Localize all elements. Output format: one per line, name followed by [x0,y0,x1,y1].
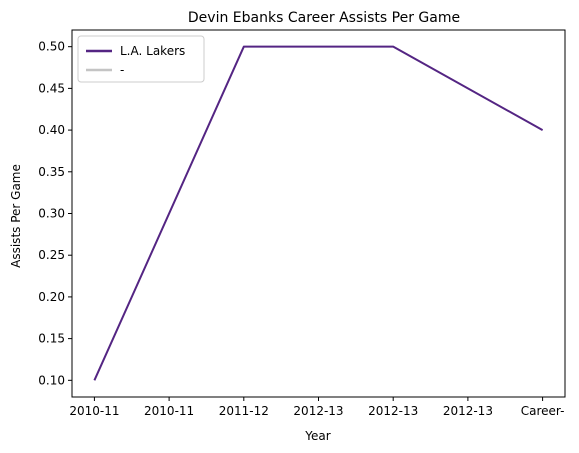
y-tick-label: 0.30 [38,207,65,221]
chart-title: Devin Ebanks Career Assists Per Game [188,10,460,26]
x-tick-label: 2012-13 [293,404,343,418]
y-tick-label: 0.25 [38,248,65,262]
x-tick-label: 2010-11 [69,404,119,418]
y-axis-ticks: 0.10 0.15 0.20 0.25 0.30 0.35 0.40 0.45 0.50 [38,40,72,387]
y-axis-label: Assists Per Game [9,164,23,268]
x-tick-label: 2012-13 [368,404,418,418]
x-tick-label: 2010-11 [144,404,194,418]
series-line-l-a-lakers [93,45,544,381]
y-tick-label: 0.50 [38,40,65,54]
series-layer [93,45,544,381]
y-tick-label: 0.45 [38,81,65,95]
x-tick-label: 2011-12 [219,404,269,418]
legend-label: L.A. Lakers [120,44,185,58]
legend: L.A. Lakers - [77,35,205,83]
y-tick-label: 0.20 [38,290,65,304]
legend-label: - [120,63,124,77]
x-tick-label: 2012-13 [443,404,493,418]
y-tick-label: 0.10 [38,373,65,387]
x-axis-ticks: 2010-11 2010-11 2011-12 2012-13 2012-13 2012-… [69,397,564,418]
y-tick-label: 0.40 [38,123,65,137]
x-axis-label: Year [304,429,330,443]
legend-box [77,35,205,83]
y-tick-label: 0.35 [38,165,65,179]
y-tick-label: 0.15 [38,332,65,346]
x-tick-label: Career- [521,404,565,418]
